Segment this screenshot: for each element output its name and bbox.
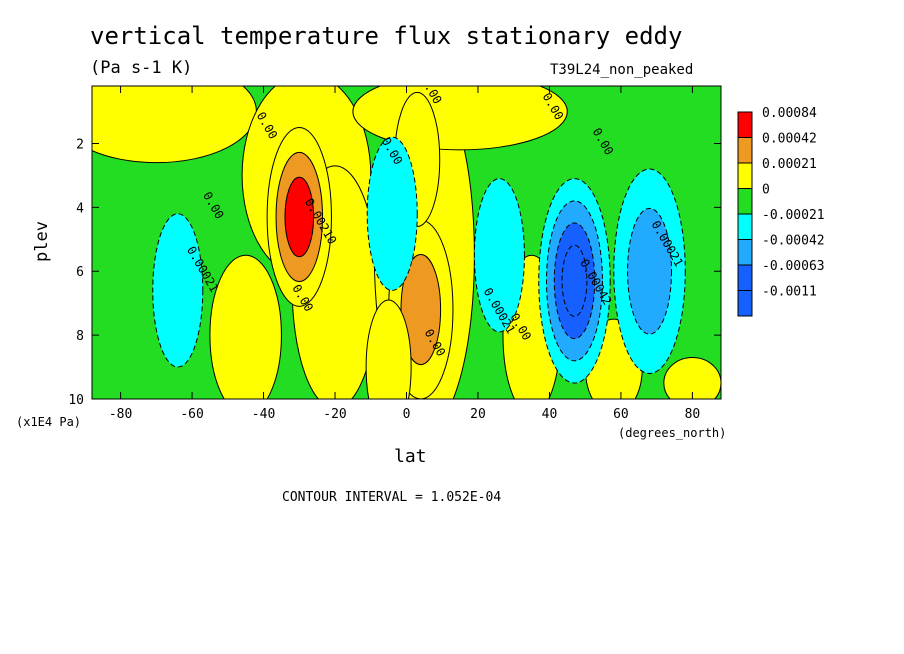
y-tick-label-3: 8 (76, 329, 84, 344)
colorbar-swatch-2 (737, 162, 753, 189)
x-tick-label-5: 20 (470, 407, 486, 422)
extremum-4-contour-1 (152, 213, 204, 368)
positive-region-8 (663, 356, 721, 399)
colorbar-label-7: -0.0011 (762, 285, 817, 300)
extremum-5-contour-1 (473, 178, 525, 333)
x-tick-label-2: -40 (252, 407, 275, 422)
extremum-0-contour-3 (284, 176, 315, 258)
x-tick-label-4: 0 (403, 407, 411, 422)
extremum-7-contour-2 (627, 207, 673, 335)
x-tick-label-0: -80 (109, 407, 132, 422)
x-axis-label: lat (394, 446, 427, 467)
x-tick-label-7: 60 (613, 407, 629, 422)
colorbar-swatch-4 (737, 213, 753, 240)
colorbar-label-1: 0.00042 (762, 132, 817, 147)
positive-region-0 (92, 86, 257, 164)
dataset-label: T39L24_non_peaked (550, 62, 694, 78)
x-tick-label-6: 40 (542, 407, 558, 422)
extremum-8-contour-1 (366, 136, 418, 291)
y-tick-label-2: 6 (76, 265, 84, 280)
positive-region-5 (209, 254, 282, 399)
colorbar-label-2: 0.00021 (762, 157, 817, 172)
extremum-3-contour-1 (365, 299, 412, 399)
contour-field (92, 86, 721, 399)
y-tick-label-0: 2 (76, 137, 84, 152)
colorbar-label-4: -0.00021 (762, 208, 825, 223)
colorbar-swatch-3 (737, 188, 753, 215)
chart-units: (Pa s-1 K) (90, 58, 193, 78)
colorbar-swatch-1 (737, 137, 753, 164)
axes: -80 -60 -40 -20 0 20 40 60 80 2 4 6 8 10 (68, 86, 721, 422)
colorbar-label-6: -0.00063 (762, 259, 825, 274)
x-tick-label-8: 80 (685, 407, 701, 422)
extremum-6-contour-4 (561, 244, 588, 317)
x-axis-units: (degrees_north) (618, 426, 727, 440)
extremum-1-contour-2 (400, 254, 442, 366)
y-axis-units: (x1E4 Pa) (16, 415, 82, 429)
colorbar-label-3: 0 (762, 183, 770, 198)
colorbar-label-5: -0.00042 (762, 234, 825, 249)
y-tick-label-1: 4 (76, 201, 84, 216)
x-tick-label-1: -60 (180, 407, 203, 422)
colorbar-swatch-5 (737, 239, 753, 266)
x-tick-label-3: -20 (323, 407, 346, 422)
colorbar-label-0: 0.00084 (762, 106, 817, 121)
colorbar: 0.00084 0.00042 0.00021 0 -0.00021 -0.00042 -0… (737, 106, 825, 317)
contour-interval: CONTOUR INTERVAL = 1.052E-04 (282, 490, 502, 505)
y-tick-label-4: 10 (68, 393, 84, 408)
colorbar-swatch-6 (737, 264, 753, 291)
chart-title: vertical temperature flux stationary edd… (90, 22, 683, 50)
colorbar-swatch-7 (737, 290, 753, 317)
colorbar-swatch-0 (737, 111, 753, 138)
